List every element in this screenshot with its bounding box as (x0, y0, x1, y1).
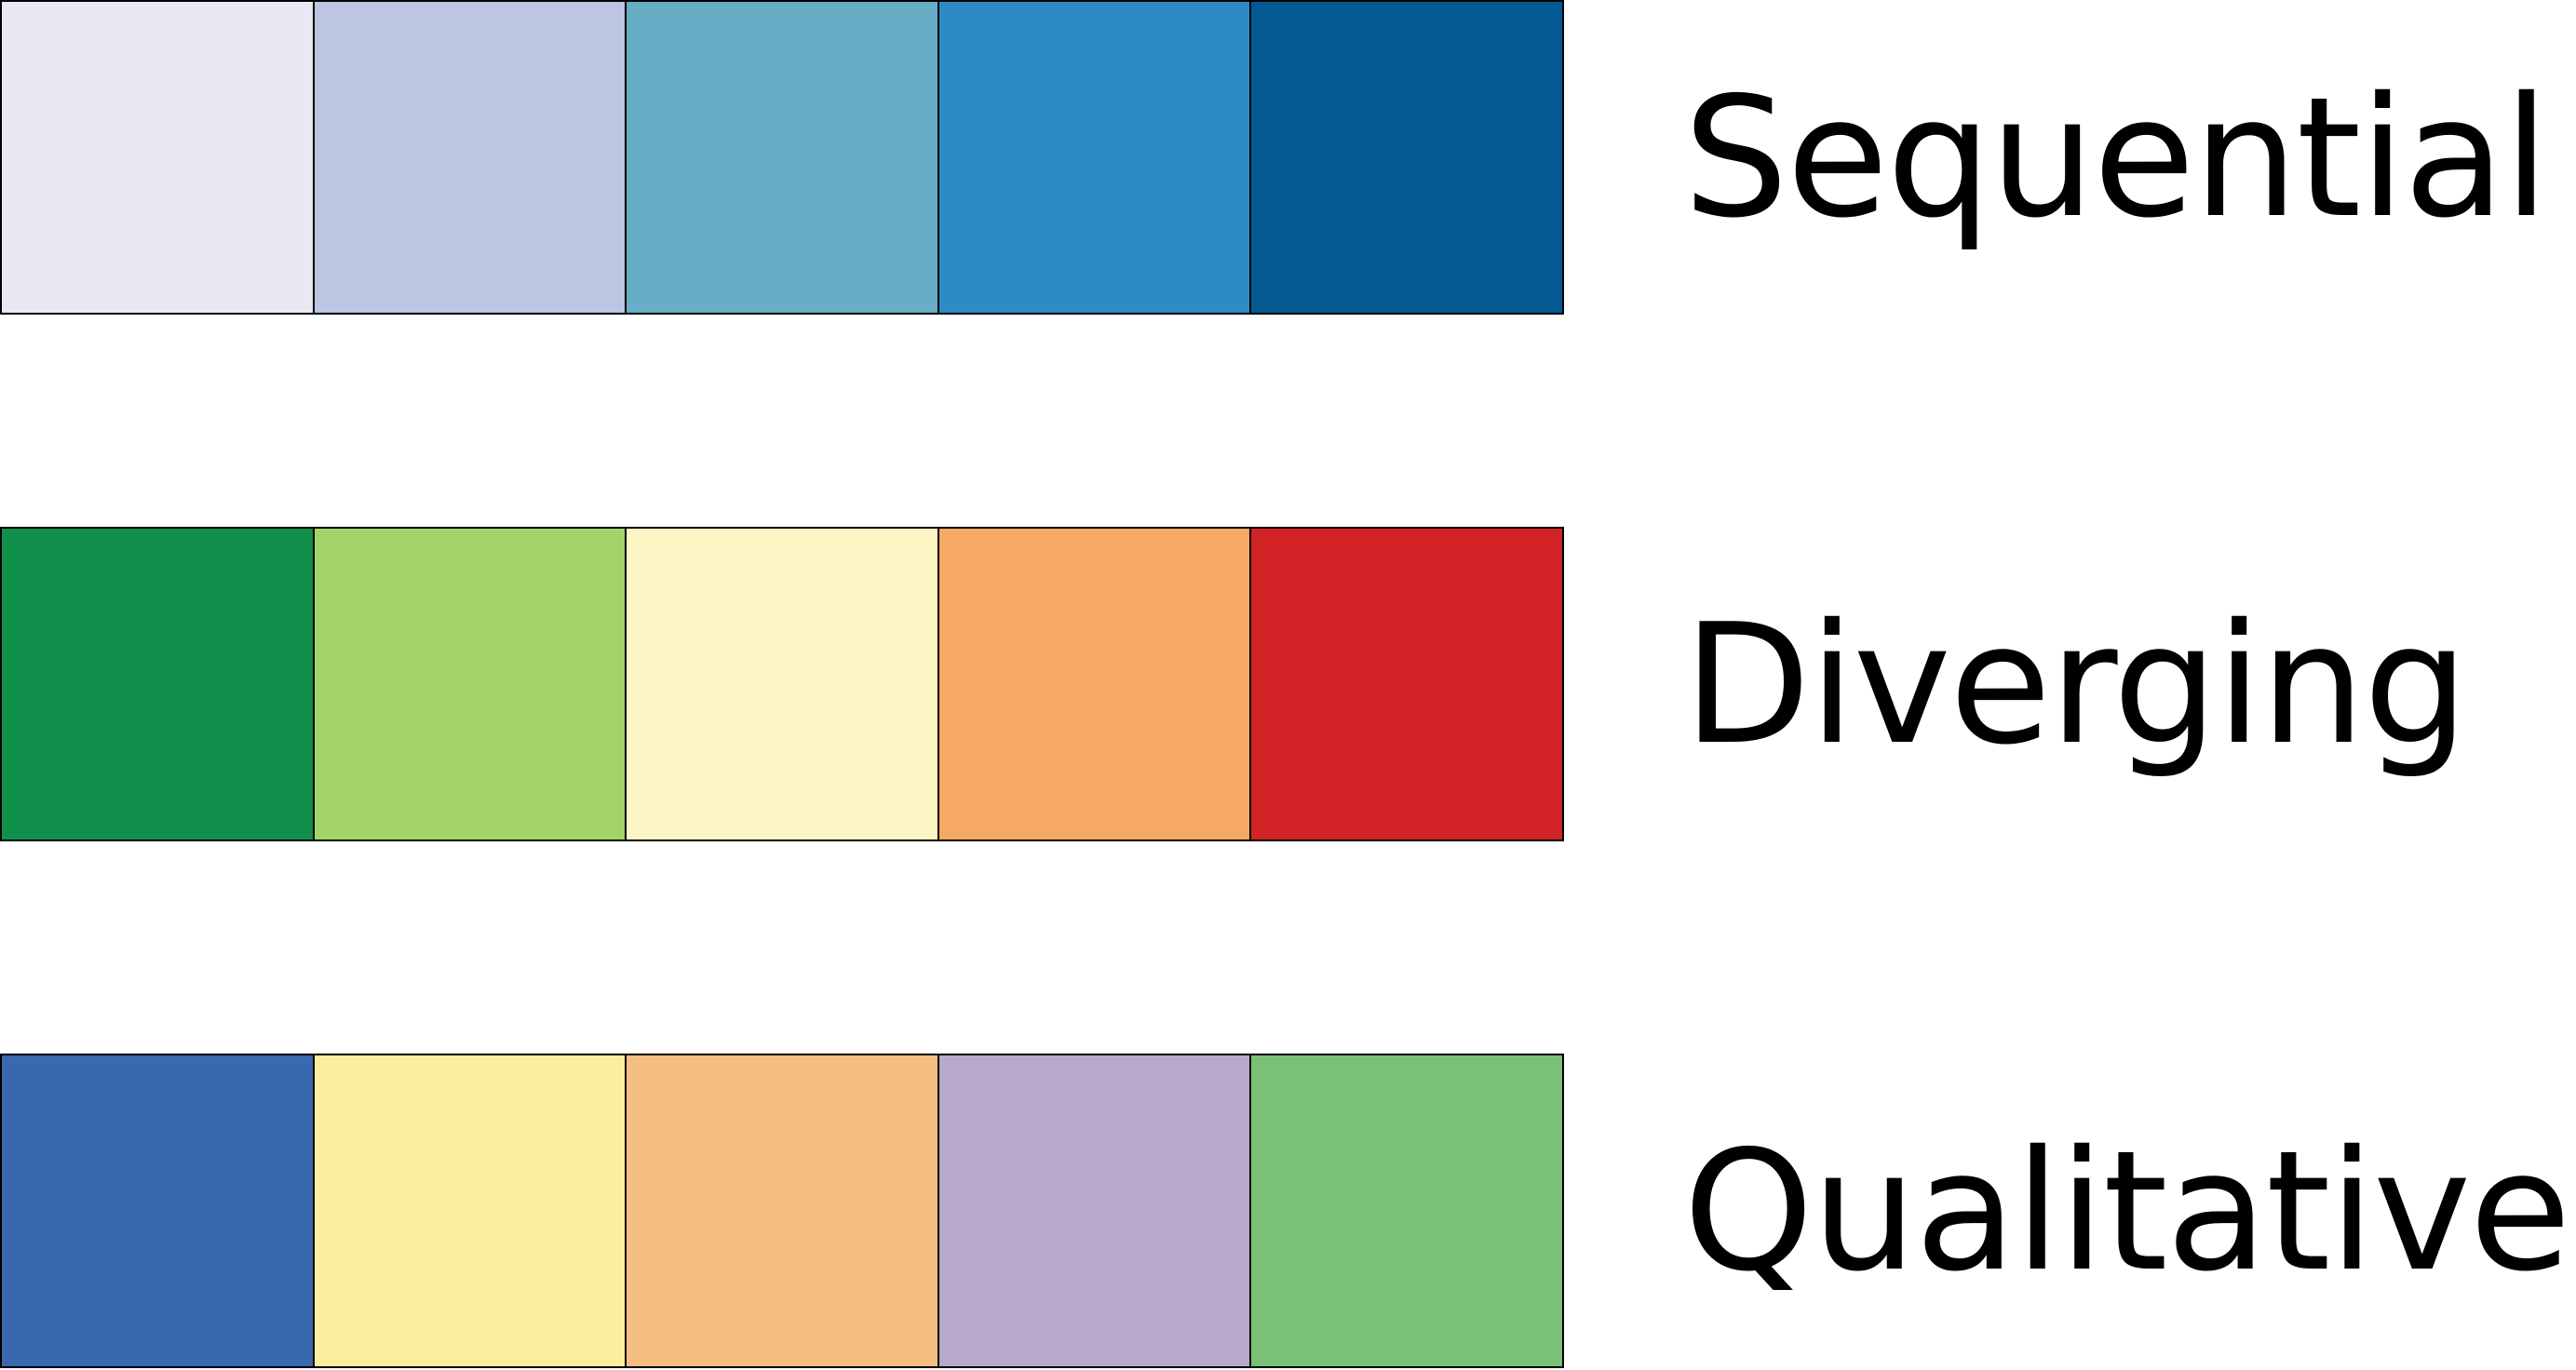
color-swatch (2, 1055, 315, 1366)
color-swatch (2, 2, 315, 313)
color-swatch (627, 529, 939, 839)
swatch-strip (0, 0, 1564, 315)
color-swatch (1251, 1055, 1564, 1366)
color-swatch (1251, 2, 1564, 313)
color-swatch (314, 1055, 627, 1366)
color-swatch (627, 2, 939, 313)
color-swatch (1251, 529, 1564, 839)
swatch-strip (0, 1054, 1564, 1368)
palette-label-diverging: Diverging (1683, 588, 2469, 781)
palette-row-qualitative: Qualitative (0, 1054, 2576, 1370)
color-swatch (938, 2, 1252, 313)
palette-row-diverging: Diverging (0, 527, 2576, 843)
palette-label-qualitative: Qualitative (1683, 1115, 2571, 1308)
palette-label-sequential: Sequential (1683, 61, 2549, 254)
color-swatch (627, 1055, 939, 1366)
palette-row-sequential: Sequential (0, 0, 2576, 316)
color-swatch (314, 529, 627, 839)
color-swatch (938, 1055, 1252, 1366)
color-swatch (314, 2, 627, 313)
swatch-strip (0, 527, 1564, 841)
color-swatch (2, 529, 315, 839)
color-swatch (938, 529, 1252, 839)
